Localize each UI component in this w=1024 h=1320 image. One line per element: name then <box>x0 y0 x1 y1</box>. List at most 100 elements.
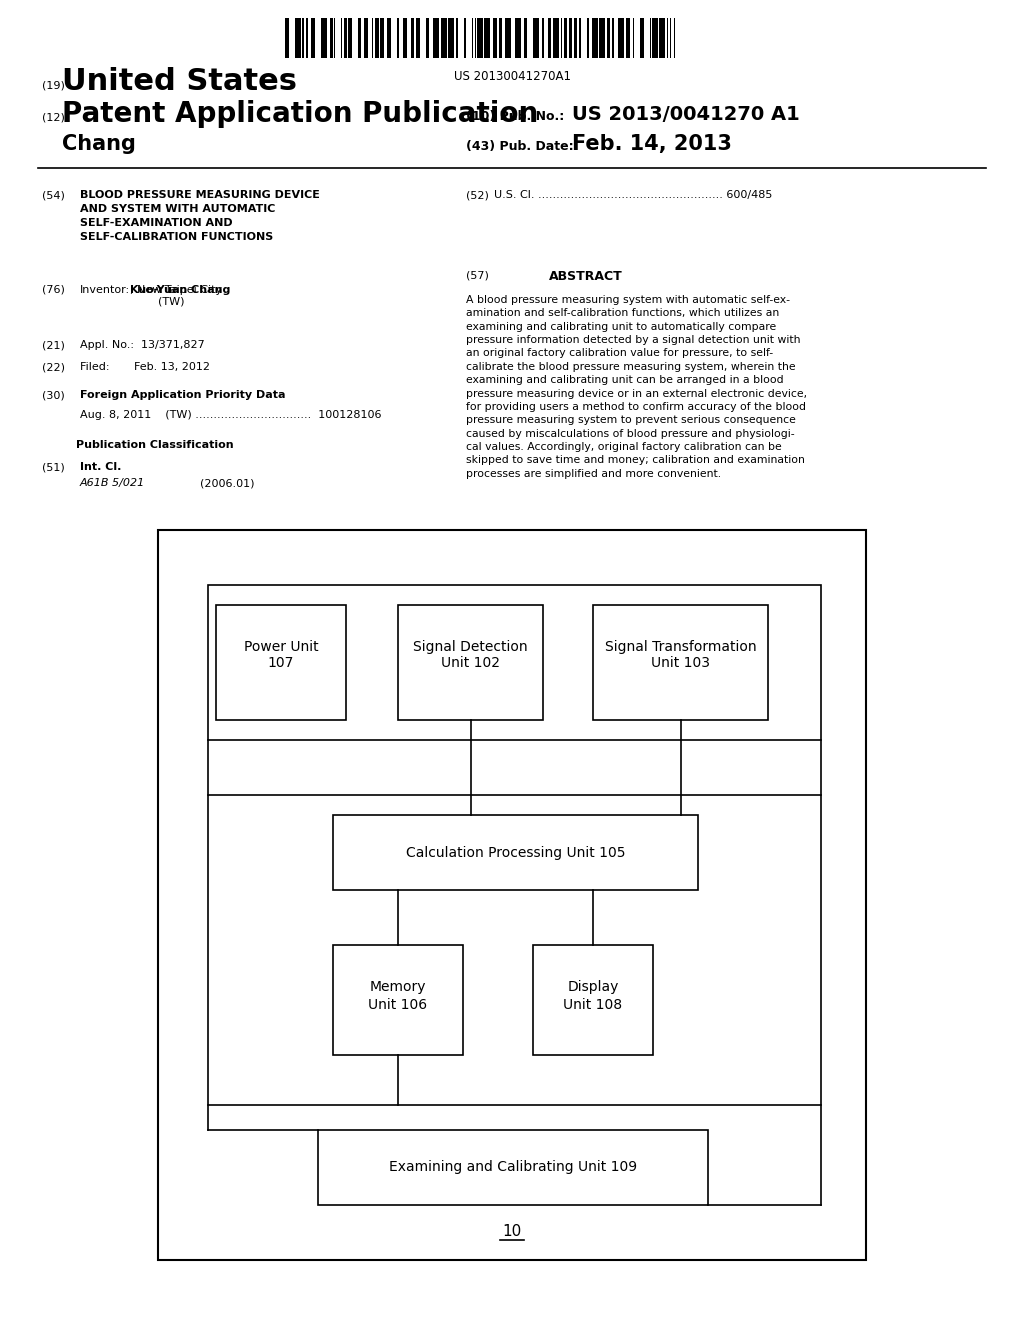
Bar <box>569 18 572 58</box>
Bar <box>441 18 447 58</box>
Bar <box>534 18 539 58</box>
Bar <box>158 531 866 1261</box>
Bar <box>398 605 543 719</box>
Bar <box>333 814 698 890</box>
Bar <box>515 18 521 58</box>
Bar <box>587 18 589 58</box>
Bar <box>380 18 384 58</box>
Bar <box>216 605 346 719</box>
Text: Patent Application Publication: Patent Application Publication <box>62 100 539 128</box>
Bar <box>499 18 502 58</box>
Text: (21): (21) <box>42 341 65 350</box>
Text: U.S. Cl. ................................................... 600/485: U.S. Cl. ...............................… <box>494 190 772 201</box>
Text: (22): (22) <box>42 362 65 372</box>
Bar <box>403 18 407 58</box>
Bar <box>534 945 653 1055</box>
Bar <box>542 18 544 58</box>
Text: Signal Detection: Signal Detection <box>414 640 527 653</box>
Bar <box>477 18 483 58</box>
Bar <box>302 18 304 58</box>
Bar <box>599 18 605 58</box>
Text: (51): (51) <box>42 462 65 473</box>
Bar <box>449 18 454 58</box>
Bar <box>208 585 821 741</box>
Text: (57): (57) <box>466 271 488 280</box>
Bar <box>564 18 567 58</box>
Bar <box>321 18 327 58</box>
Text: (10) Pub. No.:: (10) Pub. No.: <box>466 110 564 123</box>
Bar <box>618 18 624 58</box>
Text: Display: Display <box>567 979 618 994</box>
Bar <box>416 18 420 58</box>
Bar <box>411 18 414 58</box>
Bar <box>659 18 665 58</box>
Text: Unit 103: Unit 103 <box>651 656 710 671</box>
Bar <box>607 18 610 58</box>
Text: Inventor:: Inventor: <box>80 285 130 294</box>
Text: Memory: Memory <box>370 979 426 994</box>
Text: United States: United States <box>62 67 297 96</box>
Text: US 2013/0041270 A1: US 2013/0041270 A1 <box>572 106 800 124</box>
Text: (76): (76) <box>42 285 65 294</box>
Bar <box>626 18 630 58</box>
Bar <box>348 18 352 58</box>
Text: Power Unit: Power Unit <box>244 640 318 653</box>
Bar <box>505 18 511 58</box>
Bar <box>553 18 559 58</box>
Text: Unit 102: Unit 102 <box>441 656 500 671</box>
Bar <box>464 18 466 58</box>
Text: 10: 10 <box>503 1225 521 1239</box>
Bar <box>285 18 289 58</box>
Bar <box>306 18 308 58</box>
Text: (2006.01): (2006.01) <box>165 478 255 488</box>
Bar <box>358 18 361 58</box>
Text: Kuo-Yuan Chang: Kuo-Yuan Chang <box>130 285 230 294</box>
Text: (19): (19) <box>42 81 65 90</box>
Bar <box>548 18 551 58</box>
Bar <box>344 18 347 58</box>
Bar <box>524 18 527 58</box>
Bar <box>579 18 581 58</box>
Bar <box>295 18 301 58</box>
Text: Examining and Calibrating Unit 109: Examining and Calibrating Unit 109 <box>389 1160 637 1175</box>
Text: Feb. 14, 2013: Feb. 14, 2013 <box>572 135 732 154</box>
Text: BLOOD PRESSURE MEASURING DEVICE
AND SYSTEM WITH AUTOMATIC
SELF-EXAMINATION AND
S: BLOOD PRESSURE MEASURING DEVICE AND SYST… <box>80 190 319 242</box>
Bar <box>208 795 821 1105</box>
Text: A blood pressure measuring system with automatic self-ex-
amination and self-cal: A blood pressure measuring system with a… <box>466 294 807 479</box>
Text: Chang: Chang <box>62 135 136 154</box>
Bar <box>318 1130 708 1205</box>
Text: (52): (52) <box>466 190 488 201</box>
Text: (12): (12) <box>42 112 65 121</box>
Text: Signal Transformation: Signal Transformation <box>605 640 757 653</box>
Text: (43) Pub. Date:: (43) Pub. Date: <box>466 140 573 153</box>
Text: Filed:       Feb. 13, 2012: Filed: Feb. 13, 2012 <box>80 362 210 372</box>
Text: Unit 108: Unit 108 <box>563 998 623 1012</box>
Bar <box>574 18 577 58</box>
Bar <box>652 18 658 58</box>
Bar <box>493 18 497 58</box>
Bar <box>311 18 315 58</box>
Text: Unit 106: Unit 106 <box>369 998 428 1012</box>
Bar <box>387 18 391 58</box>
Text: Aug. 8, 2011    (TW) ................................  100128106: Aug. 8, 2011 (TW) ......................… <box>80 411 382 420</box>
Text: 107: 107 <box>268 656 294 671</box>
Text: A61B 5/021: A61B 5/021 <box>80 478 145 488</box>
Bar <box>640 18 644 58</box>
Bar <box>433 18 439 58</box>
Bar <box>426 18 429 58</box>
Bar <box>333 945 463 1055</box>
Text: ABSTRACT: ABSTRACT <box>549 271 623 282</box>
Bar <box>592 18 598 58</box>
Text: (30): (30) <box>42 389 65 400</box>
Text: US 20130041270A1: US 20130041270A1 <box>454 70 570 83</box>
Bar <box>484 18 490 58</box>
Bar <box>456 18 458 58</box>
Text: Int. Cl.: Int. Cl. <box>80 462 122 473</box>
Bar <box>593 605 768 719</box>
Bar <box>330 18 333 58</box>
Bar <box>364 18 368 58</box>
Text: Foreign Application Priority Data: Foreign Application Priority Data <box>80 389 286 400</box>
Text: , New Taipei City
        (TW): , New Taipei City (TW) <box>130 285 222 306</box>
Text: (54): (54) <box>42 190 65 201</box>
Text: Calculation Processing Unit 105: Calculation Processing Unit 105 <box>406 846 626 859</box>
